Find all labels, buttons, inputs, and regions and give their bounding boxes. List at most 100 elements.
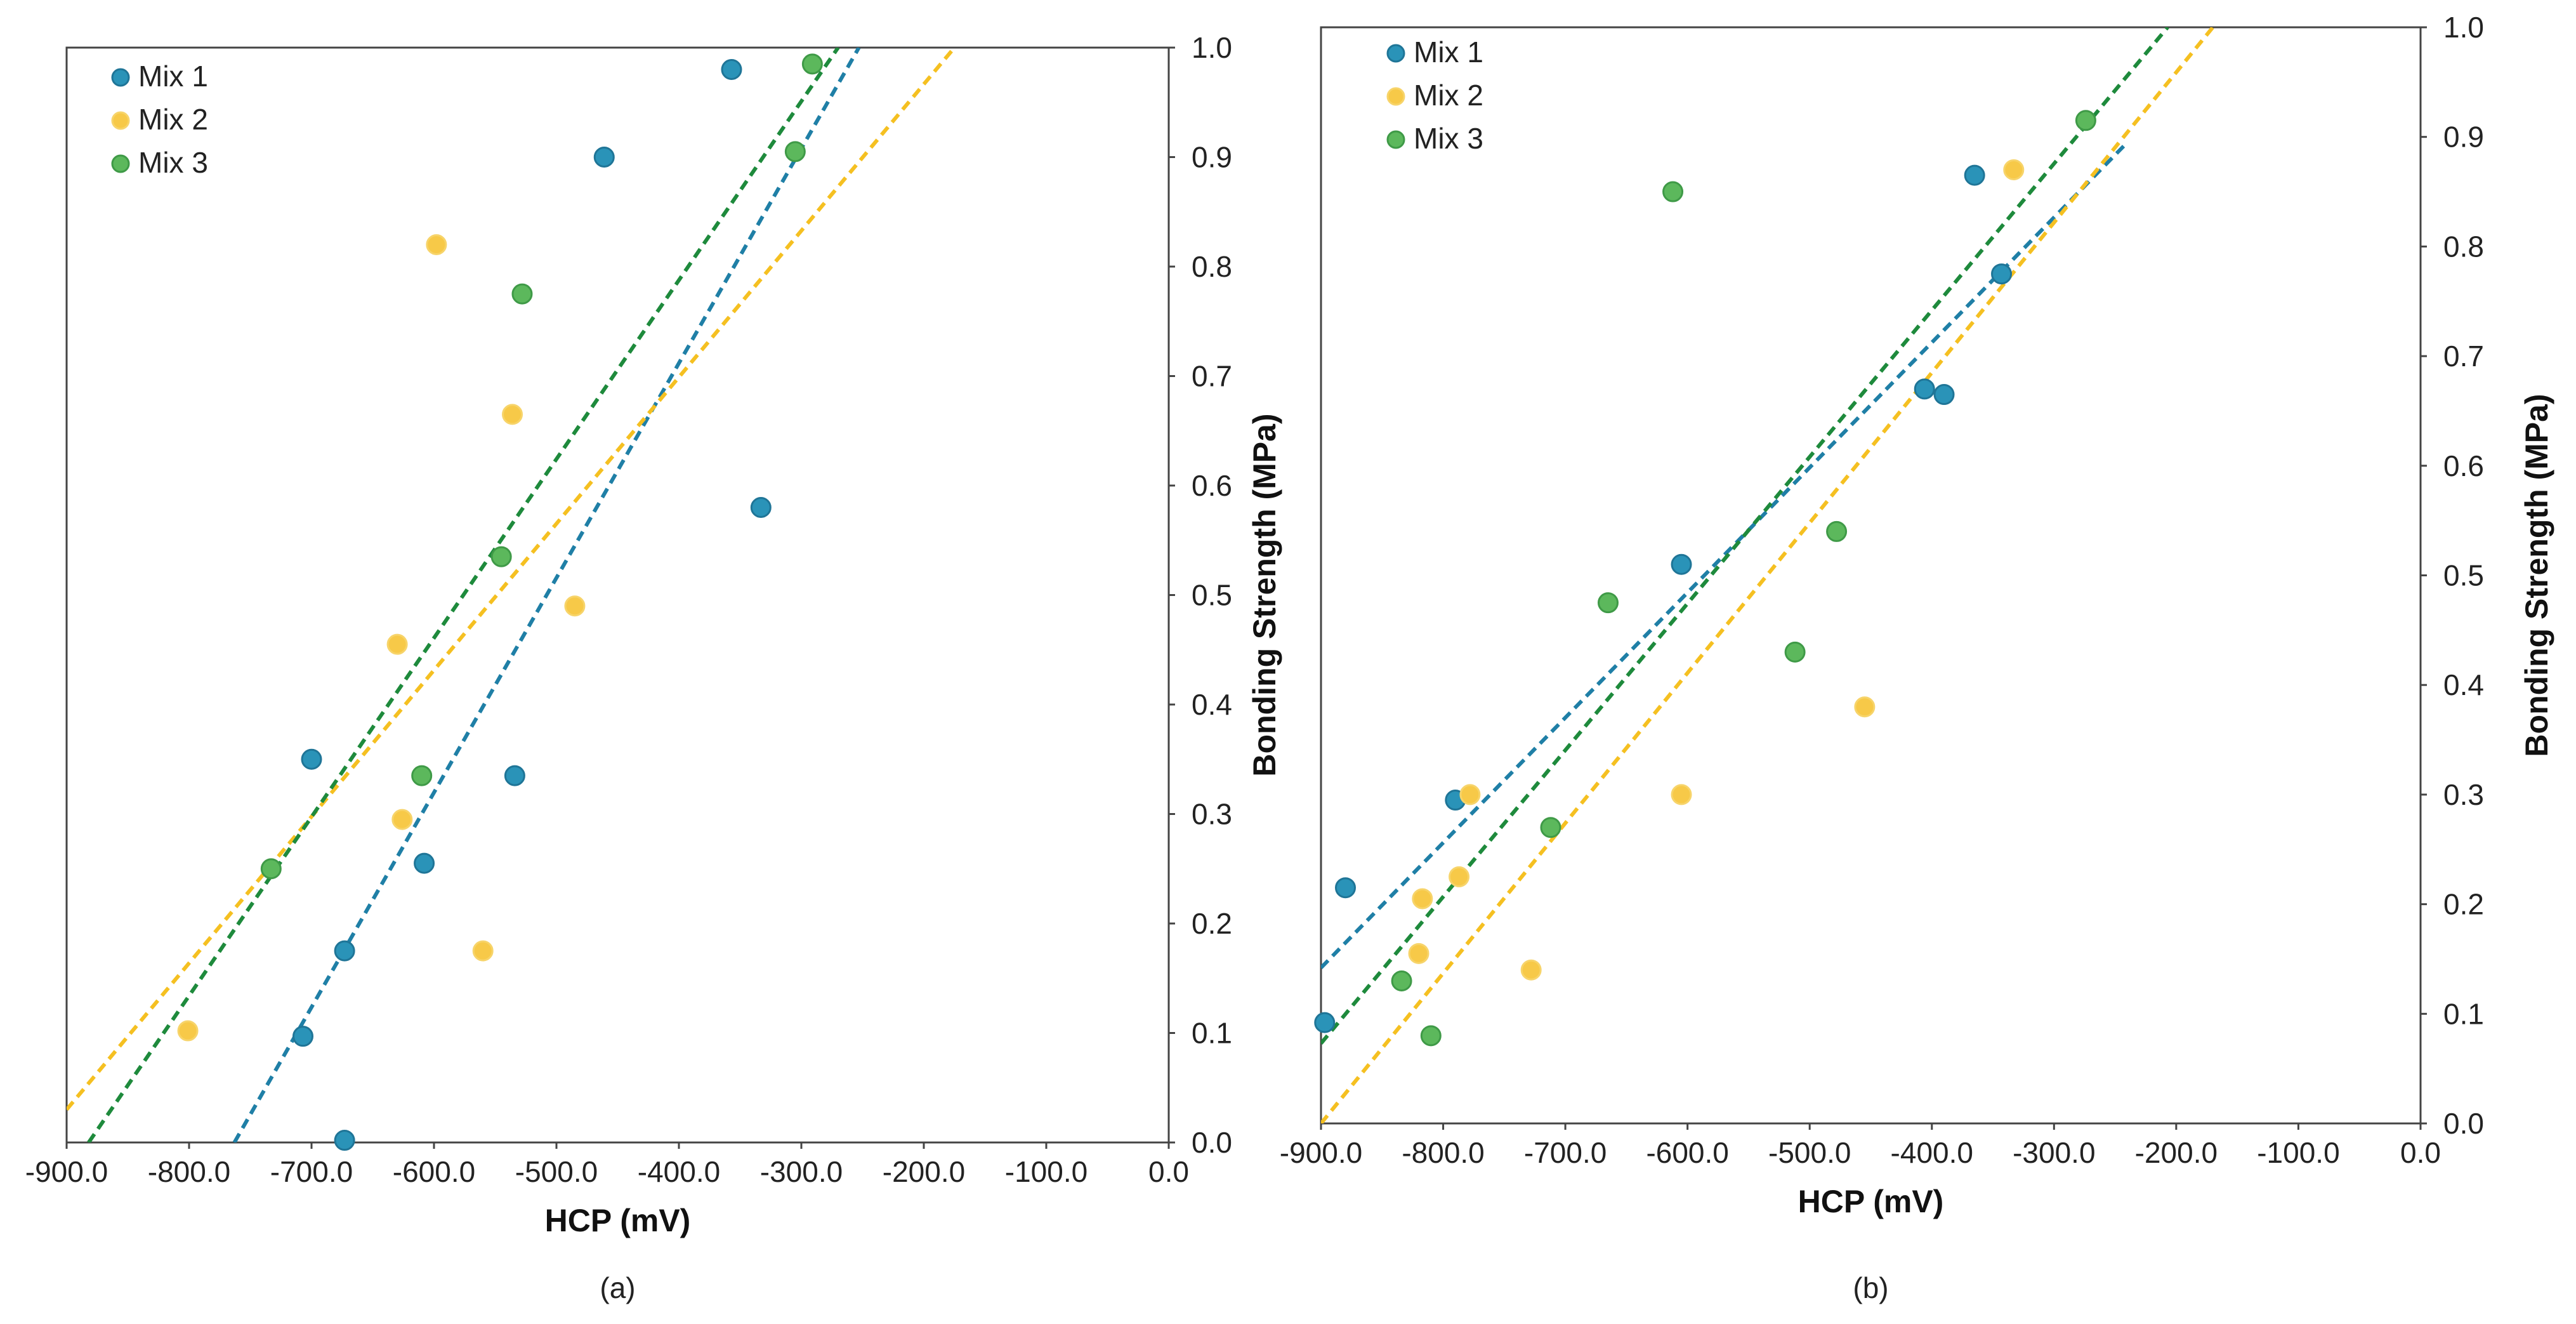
legend-label: Mix 1	[1414, 36, 1483, 69]
plot-frame	[65, 46, 1170, 1144]
x-tick-label: -600.0	[393, 1155, 475, 1188]
data-point-mix-3	[1598, 592, 1619, 614]
chart-panel-b: -900.0 -800.0 -700.0 -600.0 -500.0 -400.0 -300…	[1280, 11, 2554, 1304]
trend-line-mix-3	[87, 48, 840, 1142]
panel-caption: (a)	[600, 1271, 635, 1304]
x-tick-label: -300.0	[760, 1155, 843, 1188]
x-tick-label: -400.0	[1891, 1136, 1973, 1169]
data-point-mix-2	[1671, 784, 1692, 805]
data-point-mix-3	[1662, 181, 1684, 202]
data-point-mix-1	[301, 748, 322, 770]
y-tick-label: 0.5	[2443, 559, 2484, 592]
plot-frame	[1320, 26, 2422, 1125]
x-tick-label: -400.0	[638, 1155, 720, 1188]
data-point-mix-1	[721, 59, 742, 80]
legend-marker	[1386, 44, 1405, 63]
data-point-mix-1	[292, 1026, 313, 1047]
data-point-mix-3	[1826, 520, 1848, 542]
data-point-mix-3	[784, 141, 806, 162]
panel-caption: (b)	[1853, 1271, 1888, 1304]
data-point-mix-2	[472, 940, 494, 962]
y-axis-title: Bonding Strength (MPa)	[2519, 394, 2554, 757]
y-tick-label: 0.0	[1192, 1126, 1232, 1159]
data-point-mix-3	[490, 546, 512, 567]
trend-line-mix-1	[232, 48, 861, 1142]
data-point-mix-1	[750, 497, 772, 518]
data-point-mix-3	[801, 53, 823, 75]
x-tick-label: -100.0	[1005, 1155, 1088, 1188]
x-tick-label: -900.0	[1280, 1136, 1362, 1169]
y-tick-label: 0.7	[2443, 340, 2484, 373]
x-axis-title: HCP (mV)	[1798, 1184, 1944, 1219]
y-tick-label: 0.8	[2443, 230, 2484, 263]
data-point-mix-2	[391, 809, 413, 830]
legend-marker	[1386, 130, 1405, 149]
data-point-mix-1	[1933, 384, 1955, 406]
x-tick-label: -800.0	[1402, 1136, 1484, 1169]
data-point-mix-1	[1914, 378, 1935, 400]
data-point-mix-1	[334, 940, 355, 962]
trend-line-mix-3	[1321, 27, 2169, 1045]
legend-marker	[1386, 87, 1405, 106]
data-point-mix-1	[334, 1130, 355, 1151]
data-point-mix-2	[1449, 866, 1470, 887]
y-tick-label: 0.4	[2443, 668, 2484, 701]
data-point-mix-1	[1314, 1012, 1336, 1033]
data-point-mix-1	[1671, 553, 1692, 575]
data-point-mix-3	[1391, 970, 1412, 991]
x-tick-label: -800.0	[148, 1155, 230, 1188]
trend-line-mix-2	[1321, 27, 2214, 1123]
x-tick-label: -900.0	[25, 1155, 108, 1188]
y-tick-label: 0.7	[1192, 360, 1232, 393]
x-tick-label: -100.0	[2257, 1136, 2339, 1169]
data-point-mix-2	[502, 404, 523, 425]
x-tick-label: 0.0	[1148, 1155, 1189, 1188]
y-tick-label: 0.9	[1192, 141, 1232, 174]
x-tick-label: -200.0	[2135, 1136, 2218, 1169]
y-tick-label: 0.6	[2443, 449, 2484, 482]
y-tick-label: 0.3	[1192, 798, 1232, 831]
data-point-mix-1	[504, 765, 525, 786]
x-tick-label: -700.0	[270, 1155, 353, 1188]
trend-line-mix-2	[67, 48, 956, 1111]
data-point-mix-3	[411, 765, 433, 786]
data-point-mix-2	[386, 633, 408, 655]
y-axis-title: Bonding Strength (MPa)	[1247, 413, 1282, 776]
data-point-mix-2	[426, 234, 447, 255]
legend-marker	[111, 68, 130, 87]
y-tick-label: 1.0	[2443, 11, 2484, 44]
data-point-mix-2	[177, 1020, 199, 1042]
x-axis-title: HCP (mV)	[545, 1203, 691, 1238]
x-tick-label: -300.0	[2013, 1136, 2095, 1169]
y-tick-label: 0.9	[2443, 121, 2484, 154]
x-tick-label: -600.0	[1646, 1136, 1728, 1169]
data-point-mix-2	[1412, 888, 1433, 910]
y-tick-label: 0.2	[1192, 907, 1232, 940]
x-tick-label: -200.0	[883, 1155, 965, 1188]
x-tick-label: -500.0	[515, 1155, 598, 1188]
y-tick-label: 0.0	[2443, 1107, 2484, 1140]
data-point-mix-1	[1335, 877, 1357, 899]
y-tick-label: 0.3	[2443, 778, 2484, 811]
legend-label: Mix 3	[138, 146, 208, 179]
data-point-mix-1	[593, 147, 615, 168]
data-point-mix-2	[1459, 784, 1481, 805]
data-point-mix-3	[1420, 1025, 1442, 1047]
x-tick-label: -700.0	[1524, 1136, 1607, 1169]
data-point-mix-2	[564, 595, 586, 617]
x-tick-label: -500.0	[1768, 1136, 1851, 1169]
y-tick-label: 0.5	[1192, 579, 1232, 612]
data-point-mix-1	[1991, 263, 2013, 285]
y-tick-label: 1.0	[1192, 31, 1232, 64]
data-point-mix-2	[1408, 943, 1429, 964]
data-point-mix-1	[1964, 164, 1985, 186]
y-tick-label: 0.1	[2443, 997, 2484, 1030]
legend-label: Mix 3	[1414, 122, 1483, 155]
data-point-mix-2	[2003, 159, 2025, 181]
x-tick-label: 0.0	[2400, 1136, 2441, 1169]
y-tick-label: 0.6	[1192, 469, 1232, 502]
legend-marker	[111, 111, 130, 130]
data-point-mix-3	[260, 858, 282, 880]
y-tick-label: 0.8	[1192, 250, 1232, 283]
